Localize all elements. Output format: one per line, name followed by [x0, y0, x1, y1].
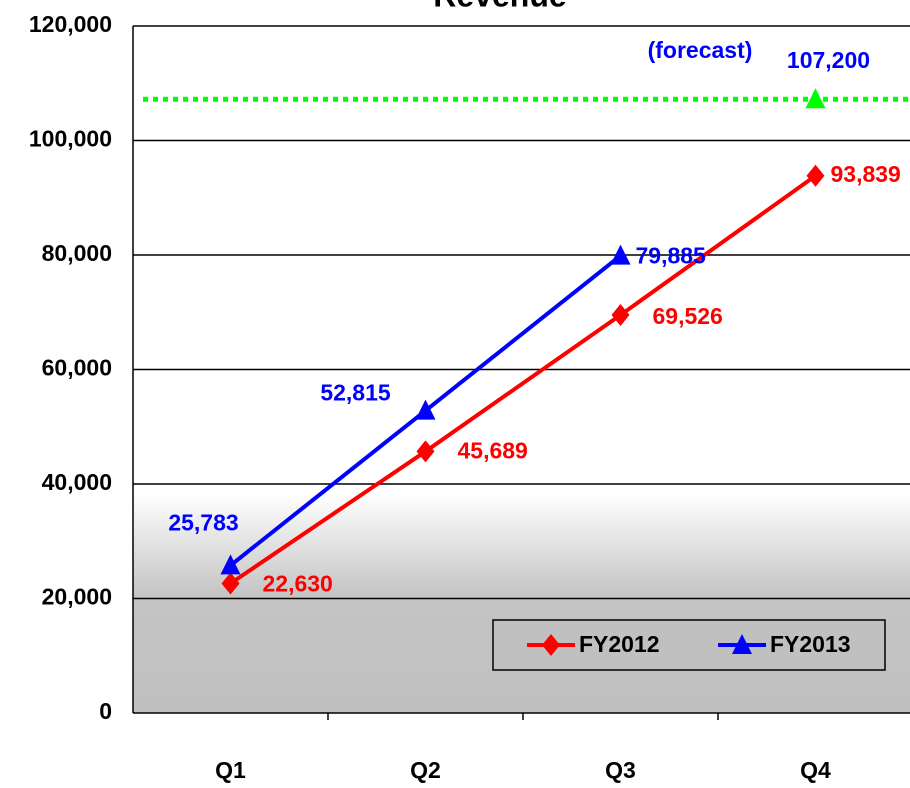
data-label: 93,839 [831, 161, 901, 187]
legend-label: FY2013 [770, 631, 851, 657]
marker [611, 303, 630, 326]
marker [732, 634, 752, 654]
data-label: 22,630 [263, 571, 333, 597]
data-label: 52,815 [320, 380, 391, 406]
marker [542, 634, 560, 656]
marker [805, 88, 826, 109]
marker [806, 164, 825, 187]
marker [221, 572, 240, 595]
y-tick-label: 0 [99, 698, 112, 724]
marker [610, 244, 631, 265]
y-tick-label: 60,000 [42, 355, 112, 381]
data-label: 69,526 [653, 303, 723, 329]
marker [415, 399, 436, 420]
x-tick-label: Q4 [800, 757, 831, 783]
y-tick-label: 40,000 [42, 469, 112, 495]
data-label: 79,885 [636, 243, 707, 269]
forecast-value-label: 107,200 [787, 47, 870, 73]
data-label: 25,783 [168, 509, 238, 535]
series-line [229, 174, 817, 586]
data-label: 45,689 [458, 438, 528, 464]
x-tick-label: Q2 [410, 757, 441, 783]
y-tick-label: 100,000 [29, 126, 112, 152]
marker [220, 554, 241, 575]
chart-title: Revenue [433, 0, 566, 13]
legend-label: FY2012 [579, 631, 660, 657]
y-tick-label: 120,000 [29, 11, 112, 37]
x-tick-label: Q1 [215, 757, 246, 783]
marker [416, 440, 435, 463]
y-tick-label: 80,000 [42, 240, 112, 266]
y-tick-label: 20,000 [42, 584, 112, 610]
x-tick-label: Q3 [605, 757, 636, 783]
forecast-annotation: (forecast) [648, 37, 753, 63]
